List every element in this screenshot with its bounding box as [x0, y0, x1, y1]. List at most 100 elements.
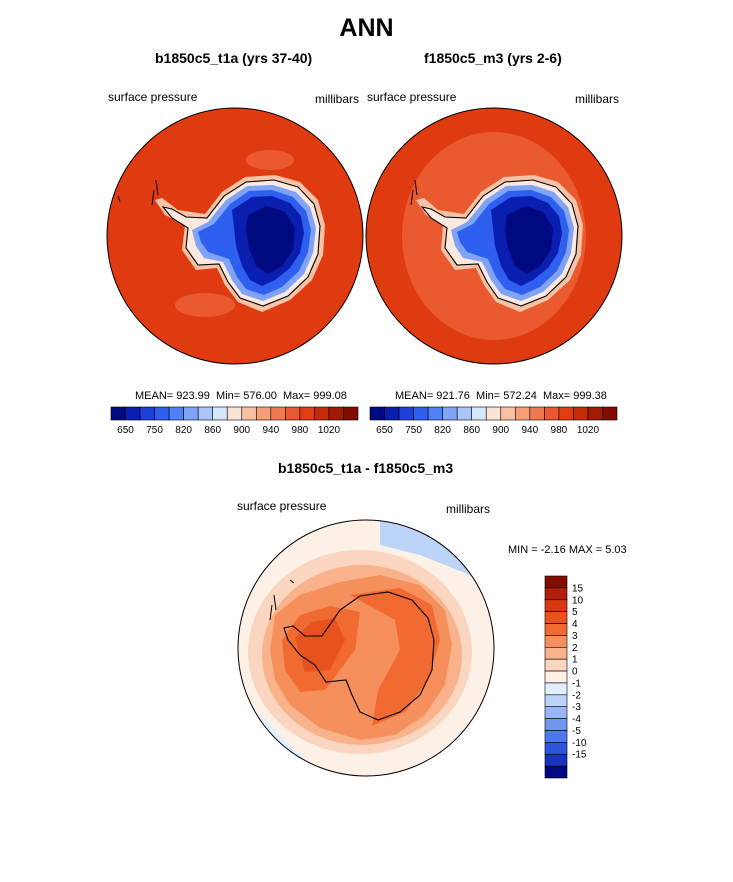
colorbar-swatch: [544, 635, 568, 648]
map1-contour-650: [246, 206, 295, 274]
colorbar-tick-label: -2: [572, 690, 581, 701]
colorbar-swatch: [544, 765, 568, 779]
map2-boundary-circle: [365, 107, 623, 365]
colorbar-swatch: [544, 611, 568, 624]
colorbar-swatch: [241, 406, 257, 421]
colorbar-swatch: [602, 406, 618, 421]
colorbar-tick-label: -1: [572, 678, 581, 689]
colorbar-swatch: [529, 406, 545, 421]
colorbar-swatch: [154, 406, 170, 421]
colorbar-swatch: [456, 406, 473, 421]
colorbar-tick-label: 650: [376, 425, 393, 436]
colorbar-swatch: [398, 406, 414, 421]
map3-negative-patch: [380, 520, 494, 600]
panel1-mean: MEAN= 923.99: [135, 390, 210, 402]
panel2-max: Max= 999.38: [543, 390, 607, 402]
panel3-units-label: millibars: [446, 502, 491, 516]
colorbar-swatch: [343, 406, 359, 421]
colorbar-swatch: [500, 406, 516, 421]
panel2-stats: MEAN= 921.76 Min= 572.24 Max= 999.38: [395, 390, 607, 402]
colorbar-tick-label: 860: [204, 425, 221, 436]
panel3-min: MIN = -2.16: [508, 544, 566, 556]
panel3-stats: MIN = -2.16 MAX = 5.03: [508, 544, 627, 556]
map3-island-outline: [269, 579, 295, 621]
colorbar-swatch: [558, 406, 574, 421]
colorbar-swatch: [544, 694, 568, 708]
colorbar-swatch: [285, 406, 301, 421]
map2-contour-650: [505, 206, 553, 274]
colorbar-tick-label: 15: [572, 583, 584, 594]
colorbar-swatch: [139, 406, 155, 421]
colorbar-swatch: [544, 706, 568, 719]
colorbar-tick-label: 820: [175, 425, 192, 436]
colorbar-swatch: [197, 406, 214, 421]
colorbar-tick-label: 3: [572, 631, 578, 642]
colorbar-tick-label: 4: [572, 619, 578, 630]
colorbar-swatch: [514, 406, 531, 421]
colorbar-swatch: [544, 646, 568, 660]
colorbar-swatch: [328, 406, 344, 421]
colorbar-swatch: [427, 406, 443, 421]
colorbar-swatch: [544, 658, 568, 672]
panel3-title: b1850c5_t1a - f1850c5_m3: [278, 460, 454, 476]
colorbar-tick-label: -10: [572, 738, 587, 749]
colorbar-panel1: 650 750 820 860 900 940 980 1020: [110, 406, 359, 436]
panel2-min: Min= 572.24: [476, 390, 537, 402]
colorbar-tick-label: 900: [492, 425, 509, 436]
colorbar-swatch: [270, 406, 286, 421]
colorbar-swatch: [125, 406, 141, 421]
colorbar-swatch: [544, 682, 568, 696]
colorbar-swatch: [226, 406, 243, 421]
colorbar-swatch: [110, 406, 126, 421]
map1-contour-patch: [246, 150, 294, 170]
colorbar-swatch: [544, 587, 568, 601]
colorbar-swatch: [544, 599, 568, 612]
panel1-max: Max= 999.08: [283, 390, 347, 402]
colorbar-swatch: [544, 753, 568, 767]
panel1-variable-label: surface pressure: [108, 90, 198, 104]
colorbar-swatch: [587, 406, 603, 421]
colorbar-tick-label: -3: [572, 702, 581, 713]
map3-boundary-circle: [237, 519, 495, 777]
map2-island-outline: [410, 179, 418, 206]
panel1-title: b1850c5_t1a (yrs 37-40): [155, 50, 313, 66]
colorbar-tick-label: 980: [292, 425, 309, 436]
panel2-variable-label: surface pressure: [367, 90, 457, 104]
colorbar-tick-label: 980: [551, 425, 568, 436]
map1-boundary-circle: [106, 107, 364, 365]
panel1-min: Min= 576.00: [216, 390, 277, 402]
colorbar-swatch: [544, 623, 568, 636]
colorbar-swatch: [544, 730, 568, 743]
colorbar-swatch: [314, 406, 330, 421]
panel2-mean: MEAN= 921.76: [395, 390, 470, 402]
colorbar-tick-label: 940: [262, 425, 279, 436]
panel2-units-label: millibars: [575, 92, 620, 106]
map2-coastline: [420, 179, 579, 307]
colorbar-swatch: [544, 670, 568, 684]
colorbar-tick-label: 10: [572, 595, 584, 606]
colorbar-panel2: 650 750 820 860 900 940 980 1020: [369, 406, 618, 436]
colorbar-swatch: [299, 406, 315, 421]
colorbar-tick-label: 820: [434, 425, 451, 436]
map1-coastline: [161, 179, 321, 307]
panel3-variable-label: surface pressure: [237, 499, 327, 513]
panel1-units-label: millibars: [315, 92, 360, 106]
colorbar-swatch: [212, 406, 228, 421]
colorbar-tick-label: 2: [572, 643, 578, 654]
colorbar-swatch: [485, 406, 502, 421]
map1-absolute-pressure: [106, 107, 364, 365]
colorbar-swatch: [384, 406, 400, 421]
colorbar-swatch: [544, 575, 568, 589]
colorbar-swatch: [413, 406, 429, 421]
colorbar-tick-label: 5: [572, 607, 578, 618]
map3-contour-4: [350, 588, 440, 726]
colorbar-tick-label: 750: [146, 425, 163, 436]
panel2-title: f1850c5_m3 (yrs 2-6): [424, 50, 562, 66]
colorbar-tick-label: 650: [117, 425, 134, 436]
colorbar-swatch: [573, 406, 589, 421]
colorbar-tick-label: 900: [233, 425, 250, 436]
colorbar-swatch: [369, 406, 385, 421]
main-title: ANN: [339, 14, 394, 42]
